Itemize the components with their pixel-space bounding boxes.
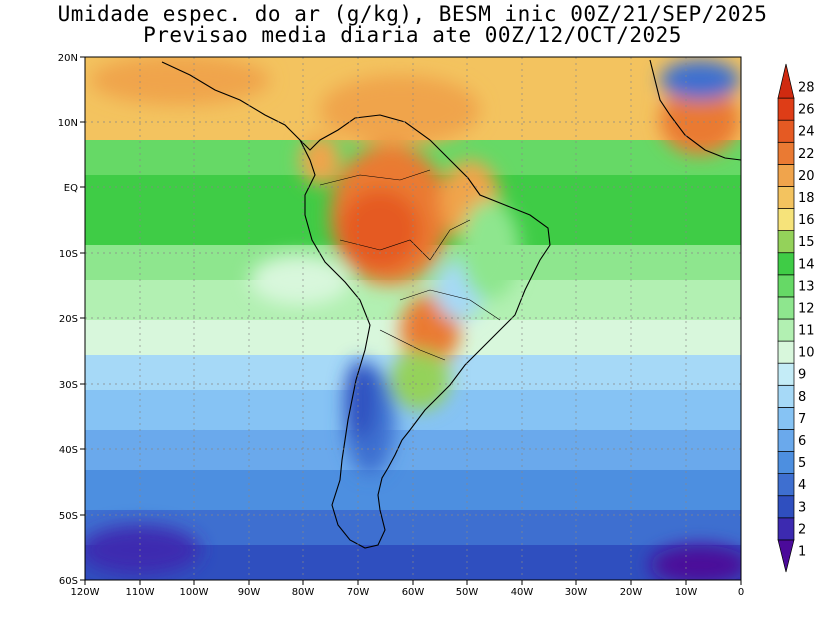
colorbar-swatch bbox=[777, 362, 795, 386]
lat-label: 10N bbox=[58, 118, 78, 129]
colorbar-label: 5 bbox=[798, 456, 806, 471]
lon-label: 0 bbox=[738, 587, 744, 598]
colorbar-label: 3 bbox=[798, 500, 806, 515]
colorbar-label: 20 bbox=[798, 169, 815, 184]
colorbar-swatch bbox=[777, 164, 795, 187]
colorbar-swatch bbox=[777, 451, 795, 474]
colorbar-swatch bbox=[777, 186, 795, 209]
lon-label: 90W bbox=[238, 587, 261, 598]
colorbar-label: 7 bbox=[798, 412, 806, 427]
lat-label: 60S bbox=[59, 576, 78, 587]
lat-label: EQ bbox=[64, 183, 78, 194]
lat-label: 40S bbox=[59, 445, 78, 456]
lon-label: 80W bbox=[292, 587, 315, 598]
colorbar-swatch bbox=[777, 407, 795, 430]
lon-label: 10W bbox=[675, 587, 698, 598]
lon-label: 20W bbox=[620, 587, 643, 598]
colorbar-swatch bbox=[777, 274, 795, 298]
lat-label: 30S bbox=[59, 380, 78, 391]
colorbar-swatch bbox=[777, 97, 795, 121]
colorbar-swatch bbox=[777, 63, 795, 99]
map-title-line1: Umidade espec. do ar (g/kg), BESM inic 0… bbox=[57, 2, 768, 26]
graticule bbox=[85, 57, 741, 580]
colorbar-swatch bbox=[777, 230, 795, 254]
colorbar-swatch bbox=[777, 296, 795, 320]
colorbar-label: 22 bbox=[798, 147, 815, 162]
colorbar-label: 24 bbox=[798, 125, 815, 140]
lon-label: 70W bbox=[347, 587, 370, 598]
humidity-field bbox=[85, 57, 741, 580]
colorbar-label: 28 bbox=[798, 81, 815, 96]
coastlines bbox=[161, 59, 741, 549]
colorbar-swatch bbox=[777, 318, 795, 342]
lat-label: 20N bbox=[58, 53, 78, 64]
colorbar-swatch bbox=[777, 252, 795, 276]
colorbar-label: 6 bbox=[798, 434, 806, 449]
lon-label: 100W bbox=[180, 587, 209, 598]
colorbar-swatch bbox=[777, 473, 795, 497]
longitude-labels: 120W 110W 100W 90W 80W 70W 60W 50W 40W 3… bbox=[71, 587, 745, 598]
colorbar-swatch bbox=[777, 208, 795, 231]
colorbar-label: 14 bbox=[798, 257, 815, 272]
lon-label: 40W bbox=[511, 587, 534, 598]
colorbar-swatch bbox=[777, 495, 795, 519]
colorbar-swatch bbox=[777, 429, 795, 452]
map-title-line2: Previsao media diaria ate 00Z/12/OCT/202… bbox=[143, 23, 682, 47]
colorbar-swatch bbox=[777, 539, 795, 573]
lon-label: 30W bbox=[565, 587, 588, 598]
colorbar-label: 2 bbox=[798, 522, 806, 537]
colorbar-label: 15 bbox=[798, 235, 815, 250]
colorbar-swatch bbox=[777, 517, 795, 541]
colorbar-swatch bbox=[777, 384, 795, 408]
colorbar-label: 18 bbox=[798, 191, 815, 206]
colorbar-label: 26 bbox=[798, 103, 815, 118]
lon-label: 50W bbox=[456, 587, 479, 598]
country-borders bbox=[319, 169, 501, 361]
colorbar-label: 13 bbox=[798, 279, 815, 294]
colorbar-label: 10 bbox=[798, 346, 815, 361]
colorbar-label: 4 bbox=[798, 478, 806, 493]
axis-ticks bbox=[80, 56, 742, 585]
colorbar-swatch bbox=[777, 119, 795, 143]
lon-label: 110W bbox=[126, 587, 155, 598]
colorbar-label: 8 bbox=[798, 390, 806, 405]
latitude-labels: 20N 10N EQ 10S 20S 30S 40S 50S 60S bbox=[58, 53, 78, 587]
lon-label: 120W bbox=[71, 587, 100, 598]
colorbar-label: 9 bbox=[798, 368, 806, 383]
colorbar-swatch bbox=[777, 141, 795, 165]
colorbar-swatch bbox=[777, 340, 795, 364]
colorbar-label: 16 bbox=[798, 213, 815, 228]
lat-label: 50S bbox=[59, 511, 78, 522]
lon-label: 60W bbox=[402, 587, 425, 598]
lat-label: 10S bbox=[59, 249, 78, 260]
colorbar-label: 1 bbox=[798, 545, 806, 560]
lat-label: 20S bbox=[59, 314, 78, 325]
colorbar-label: 11 bbox=[798, 324, 815, 339]
colorbar-label: 12 bbox=[798, 302, 815, 317]
